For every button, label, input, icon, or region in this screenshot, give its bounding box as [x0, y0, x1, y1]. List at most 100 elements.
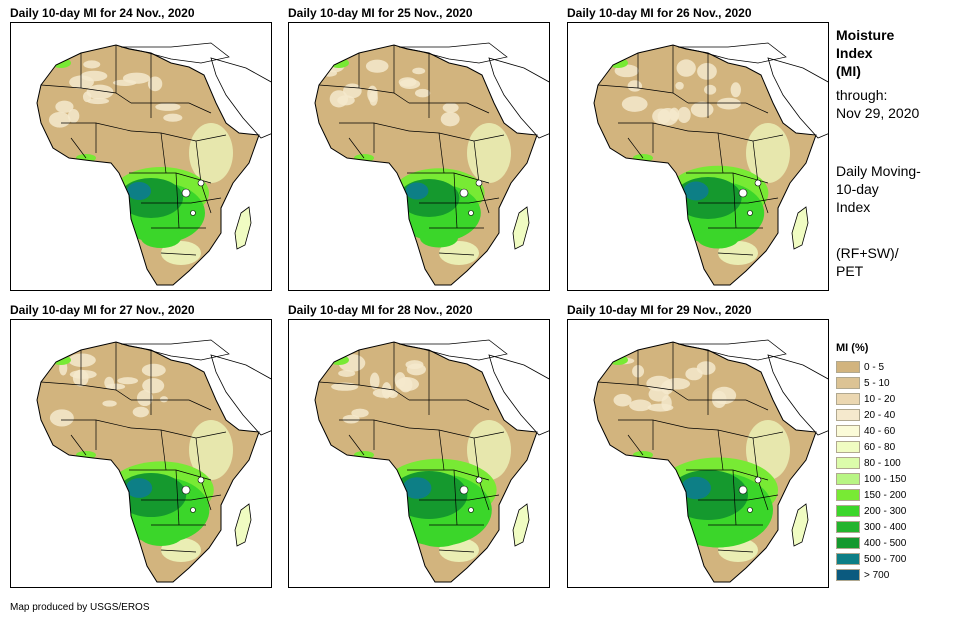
- title-line: Index: [836, 45, 873, 61]
- map-panel-6: Daily 10-day MI for 29 Nov., 2020: [567, 303, 829, 603]
- legend-item: 80 - 100: [836, 455, 961, 471]
- country-border: [131, 399, 212, 411]
- legend-label: 200 - 300: [864, 505, 907, 517]
- legend-swatch: [836, 489, 860, 501]
- country-border: [131, 102, 212, 114]
- legend-swatch: [836, 521, 860, 533]
- legend-label: 80 - 100: [864, 457, 901, 469]
- wet-zone: [674, 177, 742, 219]
- legend-label: 20 - 40: [864, 409, 896, 421]
- country-border: [732, 172, 737, 229]
- dry-patch: [141, 363, 166, 377]
- country-border: [688, 102, 769, 114]
- panel-title: Daily 10-day MI for 27 Nov., 2020: [10, 303, 195, 317]
- lake: [747, 507, 753, 513]
- wet-zone: [681, 476, 711, 500]
- europe-coast: [677, 339, 787, 361]
- dry-patch: [342, 414, 360, 424]
- legend-label: 500 - 700: [864, 553, 907, 565]
- legend-swatch: [836, 409, 860, 421]
- africa-map: [288, 319, 550, 588]
- index-description: Daily Moving- 10-day Index: [836, 162, 961, 216]
- dry-patch: [647, 403, 674, 412]
- legend-swatch: [836, 441, 860, 453]
- dry-patch: [132, 406, 149, 418]
- dry-patch: [83, 60, 101, 69]
- lake: [754, 476, 762, 484]
- lake: [190, 210, 196, 216]
- country-border: [688, 399, 769, 411]
- lake: [190, 507, 196, 513]
- country-border: [160, 549, 197, 553]
- legend-item: 20 - 40: [836, 407, 961, 423]
- map-svg: [36, 339, 271, 583]
- dry-patch: [365, 59, 389, 73]
- desc-line: Daily Moving-: [836, 163, 921, 179]
- africa-land: [315, 45, 537, 285]
- dry-patch: [369, 372, 380, 390]
- dry-patch: [102, 400, 117, 407]
- lake: [197, 476, 205, 484]
- wet-zone: [390, 471, 468, 519]
- country-border: [597, 381, 689, 401]
- country-border: [318, 381, 410, 401]
- legend-label: 300 - 400: [864, 521, 907, 533]
- legend-item: 500 - 700: [836, 551, 961, 567]
- country-border: [717, 429, 724, 471]
- through-date: through: Nov 29, 2020: [836, 86, 961, 122]
- dry-patch: [142, 378, 165, 394]
- country-border: [40, 381, 132, 401]
- wet-zone: [189, 420, 233, 480]
- europe-coast: [398, 42, 508, 64]
- dry-patch: [395, 377, 419, 392]
- legend-label: 10 - 20: [864, 393, 896, 405]
- country-border: [717, 549, 754, 553]
- legend-swatch: [836, 505, 860, 517]
- wet-zone: [467, 123, 511, 183]
- legend-swatch: [836, 457, 860, 469]
- africa-map: [10, 319, 272, 588]
- map-panel-2: Daily 10-day MI for 25 Nov., 2020: [288, 6, 550, 306]
- legend-item: 10 - 20: [836, 391, 961, 407]
- dry-patch: [117, 377, 139, 385]
- legend-swatch: [836, 377, 860, 389]
- country-border: [597, 84, 689, 104]
- lake: [475, 476, 483, 484]
- legend-swatch: [836, 569, 860, 581]
- country-border: [408, 130, 505, 142]
- map-svg: [593, 339, 828, 583]
- lake: [181, 188, 191, 198]
- country-border: [348, 137, 365, 159]
- dry-patch: [677, 106, 691, 123]
- country-border: [141, 494, 222, 501]
- legend-label: 5 - 10: [864, 377, 890, 389]
- dry-patch: [711, 390, 727, 408]
- dry-patch: [697, 62, 717, 80]
- dry-patch: [69, 75, 94, 89]
- dry-patch: [68, 353, 96, 367]
- madagascar: [234, 503, 252, 547]
- arabia-outline: [210, 57, 271, 139]
- legend-label: 100 - 150: [864, 473, 907, 485]
- wet-zone: [668, 470, 748, 520]
- lake: [747, 210, 753, 216]
- africa-outline: [593, 44, 817, 286]
- wet-zone: [189, 123, 233, 183]
- country-border: [409, 399, 490, 411]
- legend-item: 100 - 150: [836, 471, 961, 487]
- country-border: [160, 429, 167, 471]
- wet-zone: [115, 473, 187, 517]
- through-value: Nov 29, 2020: [836, 105, 920, 121]
- country-border: [419, 494, 500, 501]
- dry-patch: [690, 101, 714, 118]
- lake: [459, 485, 469, 495]
- madagascar: [234, 206, 252, 250]
- wet-zone: [125, 478, 153, 498]
- country-border: [698, 494, 779, 501]
- country-border: [438, 429, 445, 471]
- panel-title: Daily 10-day MI for 26 Nov., 2020: [567, 6, 752, 20]
- dry-patch: [657, 108, 679, 126]
- legend-label: 400 - 500: [864, 537, 907, 549]
- wet-zone: [683, 181, 709, 201]
- country-border: [130, 427, 227, 439]
